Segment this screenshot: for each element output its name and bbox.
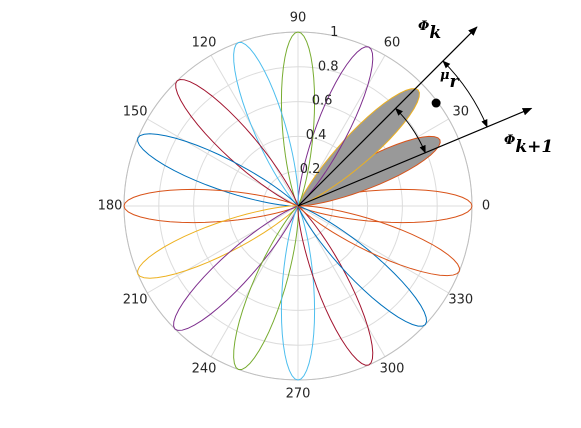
arrow-symbol: Φ: [504, 133, 516, 148]
lobe: [137, 205, 299, 279]
grid-spoke: [210, 55, 299, 207]
arrow-symbol: Φ: [418, 19, 430, 34]
theta-tick-label: 330: [448, 293, 473, 308]
theta-tick-label: 180: [98, 199, 123, 214]
arrow-label: Φk+1: [504, 133, 553, 157]
theta-tick-label: 60: [384, 36, 401, 51]
arrow-subscript: k+1: [515, 137, 553, 157]
lobe: [175, 79, 299, 207]
grid-spoke: [210, 205, 299, 357]
r-tick-label: 0.6: [312, 94, 333, 109]
theta-tick-label: 150: [123, 105, 148, 120]
direction-arrow: [297, 26, 478, 207]
r-tick-label: 0.2: [300, 162, 321, 177]
point-label: μr: [440, 68, 460, 92]
arrow-label: Φk: [418, 19, 441, 43]
grid-spoke: [297, 205, 449, 294]
theta-tick-label: 210: [123, 293, 148, 308]
grid-spoke: [147, 118, 299, 207]
theta-tick-label: 90: [290, 11, 307, 26]
theta-tick-label: 0: [482, 199, 490, 214]
angle-arc-small: [395, 107, 426, 154]
theta-tick-label: 30: [453, 105, 470, 120]
r-tick-label: 0.8: [318, 59, 339, 74]
theta-tick-label: 270: [286, 387, 311, 402]
lobe: [137, 133, 299, 207]
grid-spoke: [147, 205, 299, 294]
lobe: [297, 205, 374, 366]
point-symbol: μ: [440, 68, 450, 83]
direction-arrow: [297, 107, 533, 207]
arrow-subscript: k: [429, 23, 441, 43]
lobe: [297, 205, 460, 277]
r-tick-label: 1: [330, 25, 338, 40]
mean-point: [431, 98, 441, 108]
lobe: [297, 205, 428, 327]
theta-tick-label: 300: [380, 361, 405, 376]
theta-tick-label: 120: [192, 36, 217, 51]
point-subscript: r: [450, 72, 460, 92]
angle-arc: [442, 60, 488, 128]
r-tick-label: 0.4: [306, 128, 327, 143]
theta-tick-label: 240: [192, 361, 217, 376]
